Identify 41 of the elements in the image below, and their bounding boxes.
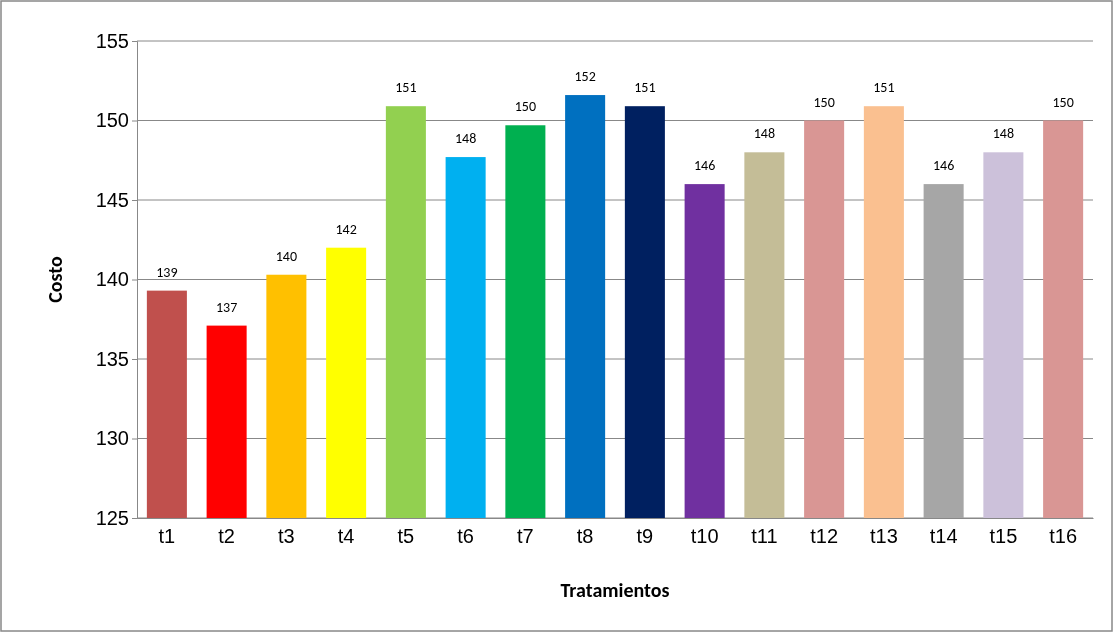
x-tick-label: t1 bbox=[158, 525, 176, 547]
x-tick-label: t7 bbox=[517, 525, 534, 547]
x-tick-label: t10 bbox=[690, 525, 719, 547]
data-label: 150 bbox=[1052, 93, 1074, 111]
data-label: 151 bbox=[634, 79, 656, 97]
x-tick-label: t15 bbox=[989, 525, 1018, 547]
data-label: 151 bbox=[873, 79, 895, 97]
data-label: 148 bbox=[753, 125, 776, 143]
x-axis-title: Tratamientos bbox=[560, 578, 670, 602]
y-tick-label: 125 bbox=[95, 506, 129, 529]
data-label: 148 bbox=[992, 125, 1015, 143]
x-tick-label: t8 bbox=[576, 525, 594, 547]
y-axis-title: Costo bbox=[43, 255, 67, 303]
data-label: 150 bbox=[813, 93, 835, 111]
data-label: 140 bbox=[275, 247, 298, 265]
data-label: 150 bbox=[514, 98, 537, 116]
data-label: 148 bbox=[454, 130, 477, 148]
data-label: 146 bbox=[693, 157, 716, 175]
x-tick-label: t16 bbox=[1049, 525, 1078, 547]
x-tick-label: t14 bbox=[929, 525, 958, 547]
x-tick-label: t6 bbox=[457, 525, 474, 547]
x-tick-label: t11 bbox=[751, 525, 778, 547]
y-tick-label: 135 bbox=[95, 347, 129, 370]
data-label: 151 bbox=[395, 79, 417, 97]
y-tick-label: 140 bbox=[95, 268, 129, 291]
x-tick-label: t9 bbox=[636, 525, 654, 547]
y-tick-label: 155 bbox=[95, 29, 129, 52]
x-tick-label: t13 bbox=[869, 525, 898, 547]
x-tick-label: t12 bbox=[810, 525, 839, 547]
data-label: 146 bbox=[932, 157, 955, 175]
data-label: 142 bbox=[335, 220, 357, 238]
y-tick-label: 150 bbox=[95, 109, 129, 132]
y-tick-label: 145 bbox=[95, 188, 129, 211]
x-tick-label: t3 bbox=[278, 525, 295, 547]
x-tick-label: t2 bbox=[218, 525, 235, 547]
data-label: 137 bbox=[215, 298, 238, 316]
x-tick-label: t5 bbox=[397, 525, 415, 547]
data-label: 139 bbox=[156, 263, 178, 281]
y-tick-label: 130 bbox=[95, 427, 129, 450]
x-tick-label: t4 bbox=[337, 525, 355, 547]
data-label: 152 bbox=[574, 68, 596, 86]
